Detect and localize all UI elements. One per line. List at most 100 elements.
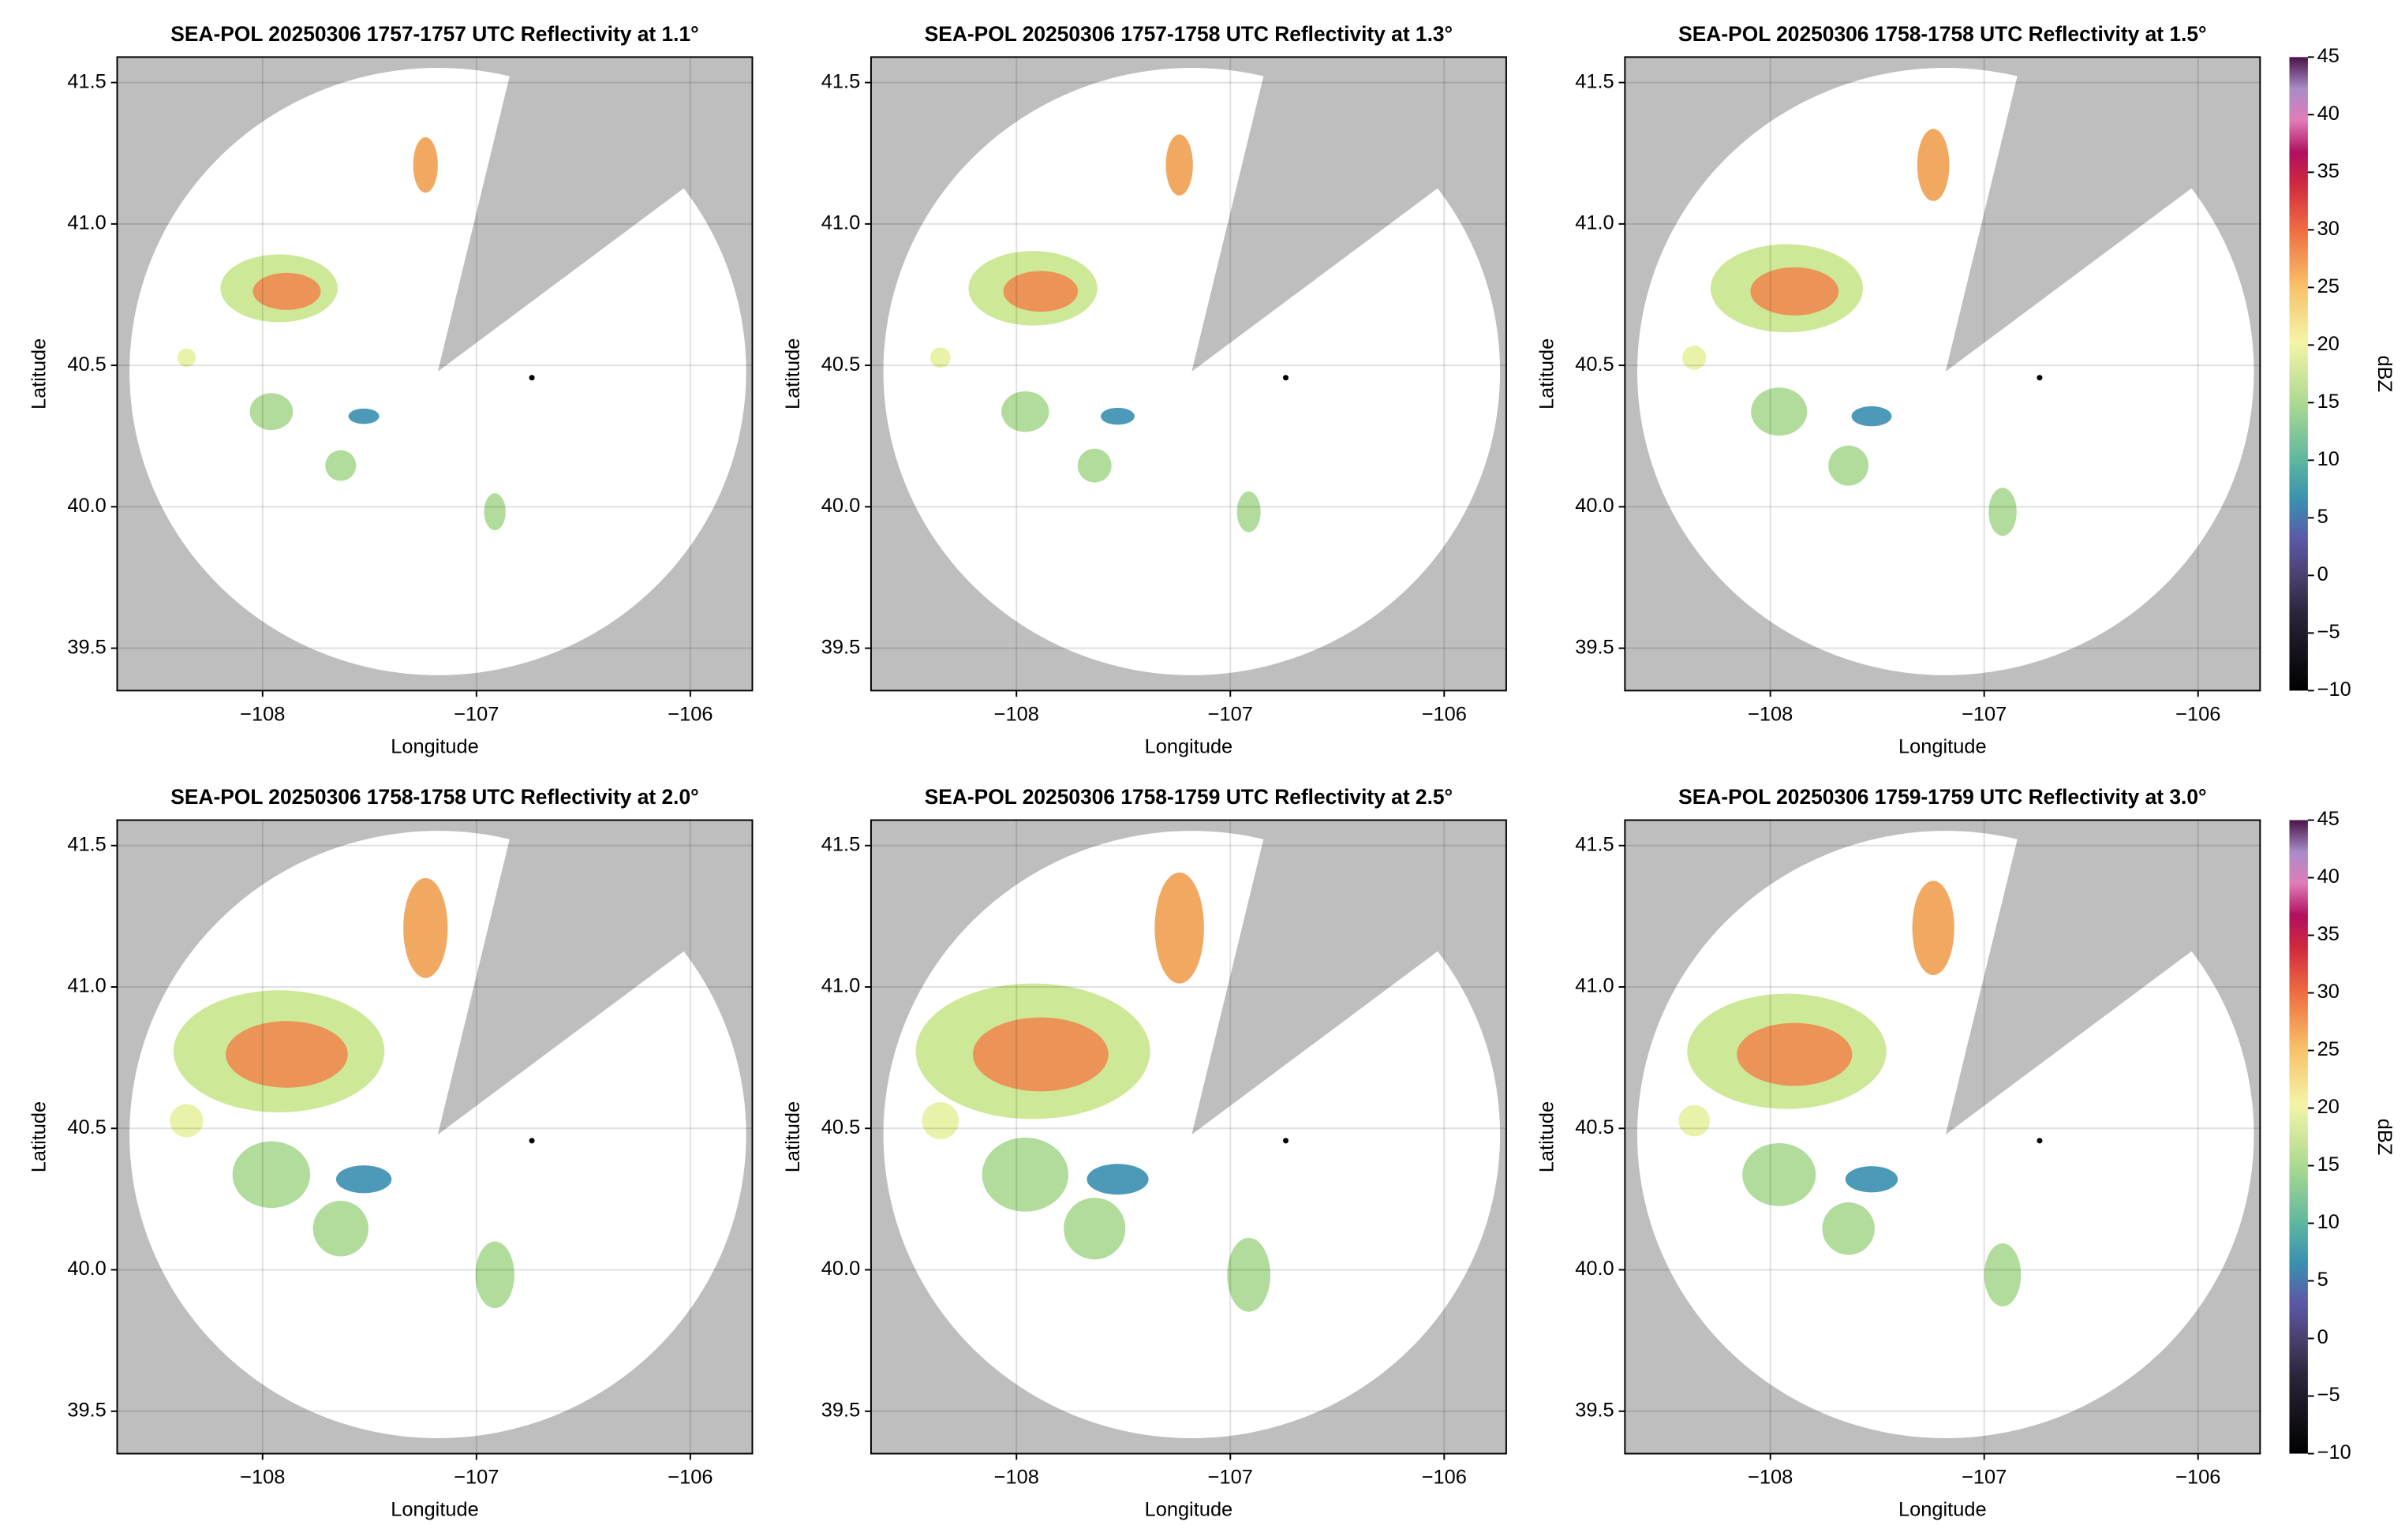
echo — [177, 348, 196, 368]
echo — [1851, 406, 1892, 427]
y-tick-label: 41.0 — [821, 212, 860, 234]
echo — [1165, 134, 1193, 196]
colorbar-tick-label: 30 — [2317, 218, 2340, 240]
colorbar-tick-label: 30 — [2317, 981, 2340, 1003]
echo — [1917, 129, 1950, 201]
echo — [1077, 448, 1112, 483]
panel: −108 −107 −106 39.5 40.0 40.5 41.0 41.5 SEA-POL … — [782, 785, 1507, 1521]
colorbar-tick-label: 5 — [2317, 1269, 2328, 1291]
y-tick-label: 41.5 — [1575, 833, 1614, 855]
blocked-sector — [1191, 820, 1506, 1135]
y-axis-label: Latitude — [1535, 338, 1558, 409]
echo — [1064, 1198, 1126, 1260]
echo — [170, 1104, 204, 1138]
echo — [1154, 872, 1204, 984]
colorbar-tick-label: 10 — [2317, 448, 2340, 470]
echo — [403, 877, 448, 978]
plot-frame — [116, 819, 754, 1455]
colorbar-tick-label: 35 — [2317, 923, 2340, 945]
colorbar-tick-label: 40 — [2317, 103, 2340, 125]
colorbar — [2289, 820, 2308, 1454]
echo — [335, 1165, 392, 1194]
colorbar-tick-label: 45 — [2317, 45, 2340, 67]
x-tick-label: −106 — [668, 1466, 713, 1488]
x-tick-label: −107 — [1208, 703, 1253, 725]
x-tick-label: −106 — [1422, 1466, 1467, 1488]
y-tick-label: 41.0 — [67, 212, 106, 234]
echo — [348, 408, 380, 424]
colorbar-tick-label: 20 — [2317, 1096, 2340, 1118]
echo — [1678, 1105, 1711, 1137]
plot-frame — [116, 56, 754, 692]
radar-site — [1282, 375, 1289, 381]
blocked-sector — [437, 820, 753, 1135]
y-tick-label: 39.5 — [821, 636, 860, 658]
echo — [1828, 445, 1869, 486]
plot-frame — [1624, 819, 2261, 1455]
x-axis-label: Longitude — [391, 1499, 479, 1521]
colorbar — [2289, 57, 2308, 691]
plot-area — [870, 820, 1506, 1454]
plot-area — [117, 820, 753, 1454]
x-tick-label: −108 — [1748, 1466, 1793, 1488]
echo — [325, 450, 357, 481]
echo — [475, 1241, 514, 1309]
echo — [252, 272, 321, 310]
radar-site — [2037, 375, 2043, 381]
y-axis-label: Latitude — [782, 338, 804, 409]
y-tick-label: 41.0 — [1575, 975, 1614, 997]
echo — [1737, 1022, 1853, 1086]
panel: −108 −107 −106 39.5 40.0 40.5 41.0 41.5 SEA-POL … — [1535, 22, 2396, 757]
y-tick-label: 40.0 — [1575, 1258, 1614, 1280]
chart-title: SEA-POL 20250306 1758-1758 UTC Reflectiv… — [170, 785, 698, 809]
chart-title: SEA-POL 20250306 1757-1757 UTC Reflectiv… — [170, 22, 698, 46]
y-tick-label: 40.0 — [67, 1258, 106, 1280]
y-tick-label: 40.0 — [1575, 495, 1614, 517]
y-tick-label: 39.5 — [821, 1399, 860, 1421]
x-axis-label: Longitude — [391, 735, 479, 757]
x-axis-label: Longitude — [1145, 735, 1233, 757]
panel: −108 −107 −106 39.5 40.0 40.5 41.0 41.5 SEA-POL … — [28, 785, 754, 1521]
colorbar-tick-label: −5 — [2317, 621, 2340, 643]
colorbar-label: dBZ — [2373, 1119, 2396, 1156]
y-axis-label: Latitude — [782, 1101, 804, 1172]
x-tick-label: −107 — [1962, 703, 2007, 725]
x-tick-label: −106 — [2175, 703, 2220, 725]
y-tick-label: 39.5 — [67, 1399, 106, 1421]
plot-area — [1625, 820, 2261, 1454]
x-tick-label: −108 — [994, 1466, 1039, 1488]
blocked-sector — [1945, 820, 2261, 1135]
radar-site — [529, 1138, 535, 1144]
blocked-sector — [1945, 57, 2261, 372]
echo — [312, 1201, 368, 1257]
echo — [413, 136, 438, 193]
chart-title: SEA-POL 20250306 1759-1759 UTC Reflectiv… — [1678, 785, 2206, 809]
y-tick-label: 41.5 — [67, 833, 106, 855]
plot-frame — [870, 56, 1507, 692]
plot-area — [1625, 57, 2261, 691]
y-tick-label: 41.5 — [67, 70, 106, 92]
colorbar-tick-label: −10 — [2317, 1441, 2351, 1463]
y-tick-label: 41.5 — [1575, 70, 1614, 92]
colorbar-tick-label: 15 — [2317, 1153, 2340, 1176]
echo — [1751, 387, 1808, 436]
x-axis-label: Longitude — [1898, 1499, 1987, 1521]
panel: −108 −107 −106 39.5 40.0 40.5 41.0 41.5 SEA-POL … — [28, 22, 754, 757]
y-axis-label: Latitude — [28, 338, 50, 409]
echo — [249, 393, 294, 431]
colorbar-tick-label: 0 — [2317, 563, 2328, 585]
radar-site — [2037, 1138, 2043, 1144]
echo — [1845, 1166, 1898, 1193]
colorbar-tick-label: 40 — [2317, 865, 2340, 888]
plot-area — [117, 57, 753, 691]
blocked-sector — [1191, 57, 1506, 372]
x-axis-label: Longitude — [1145, 1499, 1233, 1521]
plot-frame — [870, 819, 1507, 1455]
colorbar-tick-label: 0 — [2317, 1326, 2328, 1348]
echo — [484, 493, 506, 531]
radar-site — [1282, 1138, 1289, 1144]
colorbar-tick-label: 5 — [2317, 506, 2328, 528]
echo — [1003, 271, 1079, 312]
y-tick-label: 41.5 — [821, 833, 860, 855]
